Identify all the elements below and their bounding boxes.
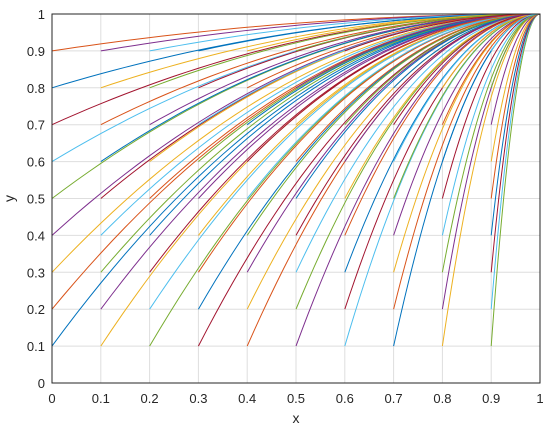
series-line xyxy=(295,13,541,273)
series-line xyxy=(442,13,541,52)
x-tick-label: 0.1 xyxy=(92,391,110,406)
series-line xyxy=(344,13,541,126)
series-line xyxy=(490,13,541,310)
series-line xyxy=(295,13,541,162)
y-tick-label: 0.5 xyxy=(27,192,45,207)
x-tick-label: 0.2 xyxy=(141,391,159,406)
series-line xyxy=(246,13,541,199)
series-line xyxy=(393,13,541,310)
x-tick-label: 0.3 xyxy=(189,391,207,406)
series-line xyxy=(441,13,541,236)
curves xyxy=(51,13,541,347)
y-tick-label: 0.6 xyxy=(27,155,45,170)
series-line xyxy=(393,13,541,52)
series-line xyxy=(490,13,541,88)
y-tick-label: 0.4 xyxy=(27,228,45,243)
series-line xyxy=(490,13,541,52)
y-tick-labels: 0 0.1 0.2 0.3 0.4 0.5 0.6 0.7 0.8 0.9 1 xyxy=(27,7,45,391)
plot-frame xyxy=(51,13,541,384)
series-line xyxy=(393,13,541,236)
x-tick-label: 0.4 xyxy=(238,391,256,406)
y-tick-label: 0.7 xyxy=(27,118,45,133)
y-tick-label: 1 xyxy=(38,7,45,22)
y-tick-label: 0.8 xyxy=(27,81,45,96)
series-line xyxy=(393,13,541,125)
series-line xyxy=(490,13,541,236)
series-line xyxy=(490,13,541,347)
series-line xyxy=(441,13,541,125)
x-tick-label: 0.7 xyxy=(385,391,403,406)
y-tick-label: 0.3 xyxy=(27,265,45,280)
series-line xyxy=(441,13,541,347)
x-tick-labels: 0 0.1 0.2 0.3 0.4 0.5 0.6 0.7 0.8 0.9 1 xyxy=(48,391,543,406)
y-tick-label: 0 xyxy=(38,376,45,391)
x-tick-label: 0.5 xyxy=(287,391,305,406)
y-axis-label: y xyxy=(1,195,17,202)
x-tick-label: 0.6 xyxy=(336,391,354,406)
series-line xyxy=(490,13,541,199)
y-tick-label: 0.9 xyxy=(27,44,45,59)
series-line xyxy=(344,13,541,52)
x-tick-label: 1 xyxy=(536,391,543,406)
series-line xyxy=(393,13,541,199)
y-tick-label: 0.1 xyxy=(27,339,45,354)
x-tick-label: 0 xyxy=(48,391,55,406)
x-tick-label: 0.8 xyxy=(433,391,451,406)
x-tick-label: 0.9 xyxy=(482,391,500,406)
series-line xyxy=(441,13,541,89)
series-line xyxy=(441,13,541,199)
x-axis-label: x xyxy=(293,410,300,426)
series-line xyxy=(490,13,541,125)
series-line xyxy=(149,13,541,236)
series-line xyxy=(441,13,541,273)
series-line xyxy=(344,13,541,236)
series-line xyxy=(295,13,541,52)
series-line xyxy=(490,13,541,273)
y-tick-label: 0.2 xyxy=(27,302,45,317)
series-line xyxy=(490,13,541,162)
